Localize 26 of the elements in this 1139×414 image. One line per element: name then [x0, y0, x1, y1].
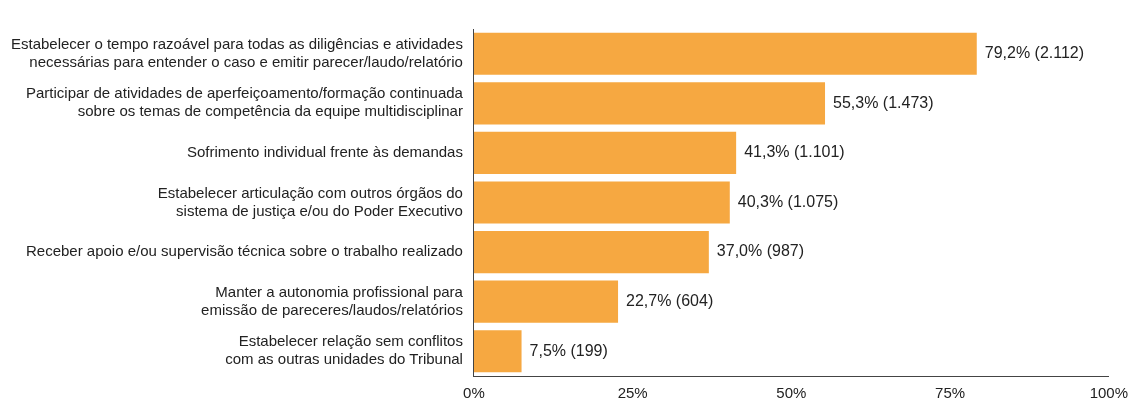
y-tick-label: Estabelecer o tempo razoável para todas as diligências e atividades necessárias para entender o caso e emitir parecer/laudo/relatório [11, 34, 463, 70]
data-label: 41,3% (1.101) [744, 143, 845, 161]
data-label: 7,5% (199) [529, 341, 608, 359]
data-label: 79,2% (2.112) [984, 44, 1085, 62]
y-tick-label: Estabelecer relação sem conflitos com as outras unidades do Tribunal [225, 332, 463, 368]
y-tick-label: Sofrimento individual frente às demandas [186, 143, 463, 161]
bar [473, 131, 737, 174]
x-tick-label: 25% [617, 384, 648, 402]
data-label: 40,3% (1.075) [737, 192, 839, 210]
y-tick-label: Estabelecer articulação com outros órgãos do sistema de justiça e/ou do Poder Executivo [157, 183, 463, 219]
x-tick-label: 100% [1089, 384, 1129, 402]
x-tick-label: 0% [463, 384, 485, 402]
y-tick-label: Manter a autonomia profissional para emissão de pareceres/laudos/relatórios [201, 282, 464, 318]
bar [473, 231, 709, 274]
bar [473, 32, 977, 75]
data-label: 37,0% (987) [716, 242, 805, 260]
bar [473, 330, 522, 373]
x-tick-label: 50% [776, 384, 807, 402]
bar [473, 280, 619, 323]
bar [473, 82, 826, 125]
y-tick-label: Receber apoio e/ou supervisão técnica sobre o trabalho realizado [25, 242, 463, 260]
y-tick-label: Participar de atividades de aperfeiçoamento/formação continuada sobre os temas de competência da equipe multidisciplinar [26, 84, 464, 120]
bar [473, 181, 730, 224]
x-tick-label: 75% [935, 384, 966, 402]
data-label: 22,7% (604) [626, 292, 714, 310]
data-label: 55,3% (1.473) [833, 93, 934, 111]
